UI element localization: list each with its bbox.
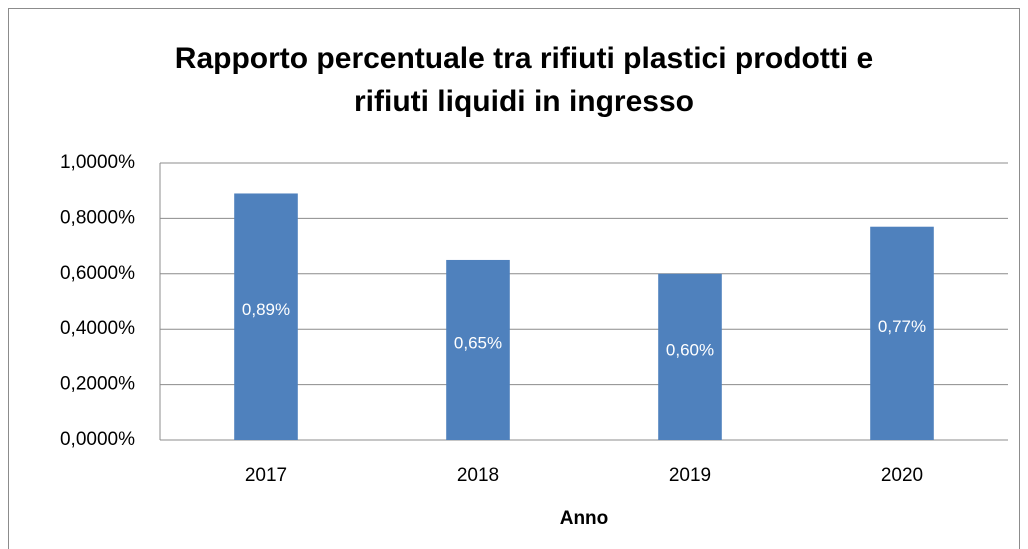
bar xyxy=(658,273,722,440)
y-tick-label: 0,2000% xyxy=(60,374,135,395)
y-tick-label: 0,4000% xyxy=(60,318,135,339)
y-tick-label: 0,6000% xyxy=(60,263,135,284)
y-tick-label: 0,0000% xyxy=(60,429,135,450)
y-tick-label: 1,0000% xyxy=(60,152,135,173)
chart-frame xyxy=(8,8,1020,549)
bar xyxy=(870,226,934,440)
chart-title: Rapporto percentuale tra rifiuti plastic… xyxy=(175,42,873,75)
x-axis-title: Anno xyxy=(560,508,609,529)
x-tick-label: 2017 xyxy=(245,465,287,486)
x-tick-label: 2020 xyxy=(881,465,923,486)
data-label: 0,89% xyxy=(242,300,290,319)
bar xyxy=(234,193,298,440)
y-tick-label: 0,8000% xyxy=(60,207,135,228)
bar xyxy=(446,259,510,440)
chart-title: rifiuti liquidi in ingresso xyxy=(354,85,694,118)
data-label: 0,65% xyxy=(454,333,502,352)
data-label: 0,77% xyxy=(878,317,926,336)
data-label: 0,60% xyxy=(666,340,714,359)
x-tick-label: 2019 xyxy=(669,465,711,486)
x-tick-label: 2018 xyxy=(457,465,499,486)
